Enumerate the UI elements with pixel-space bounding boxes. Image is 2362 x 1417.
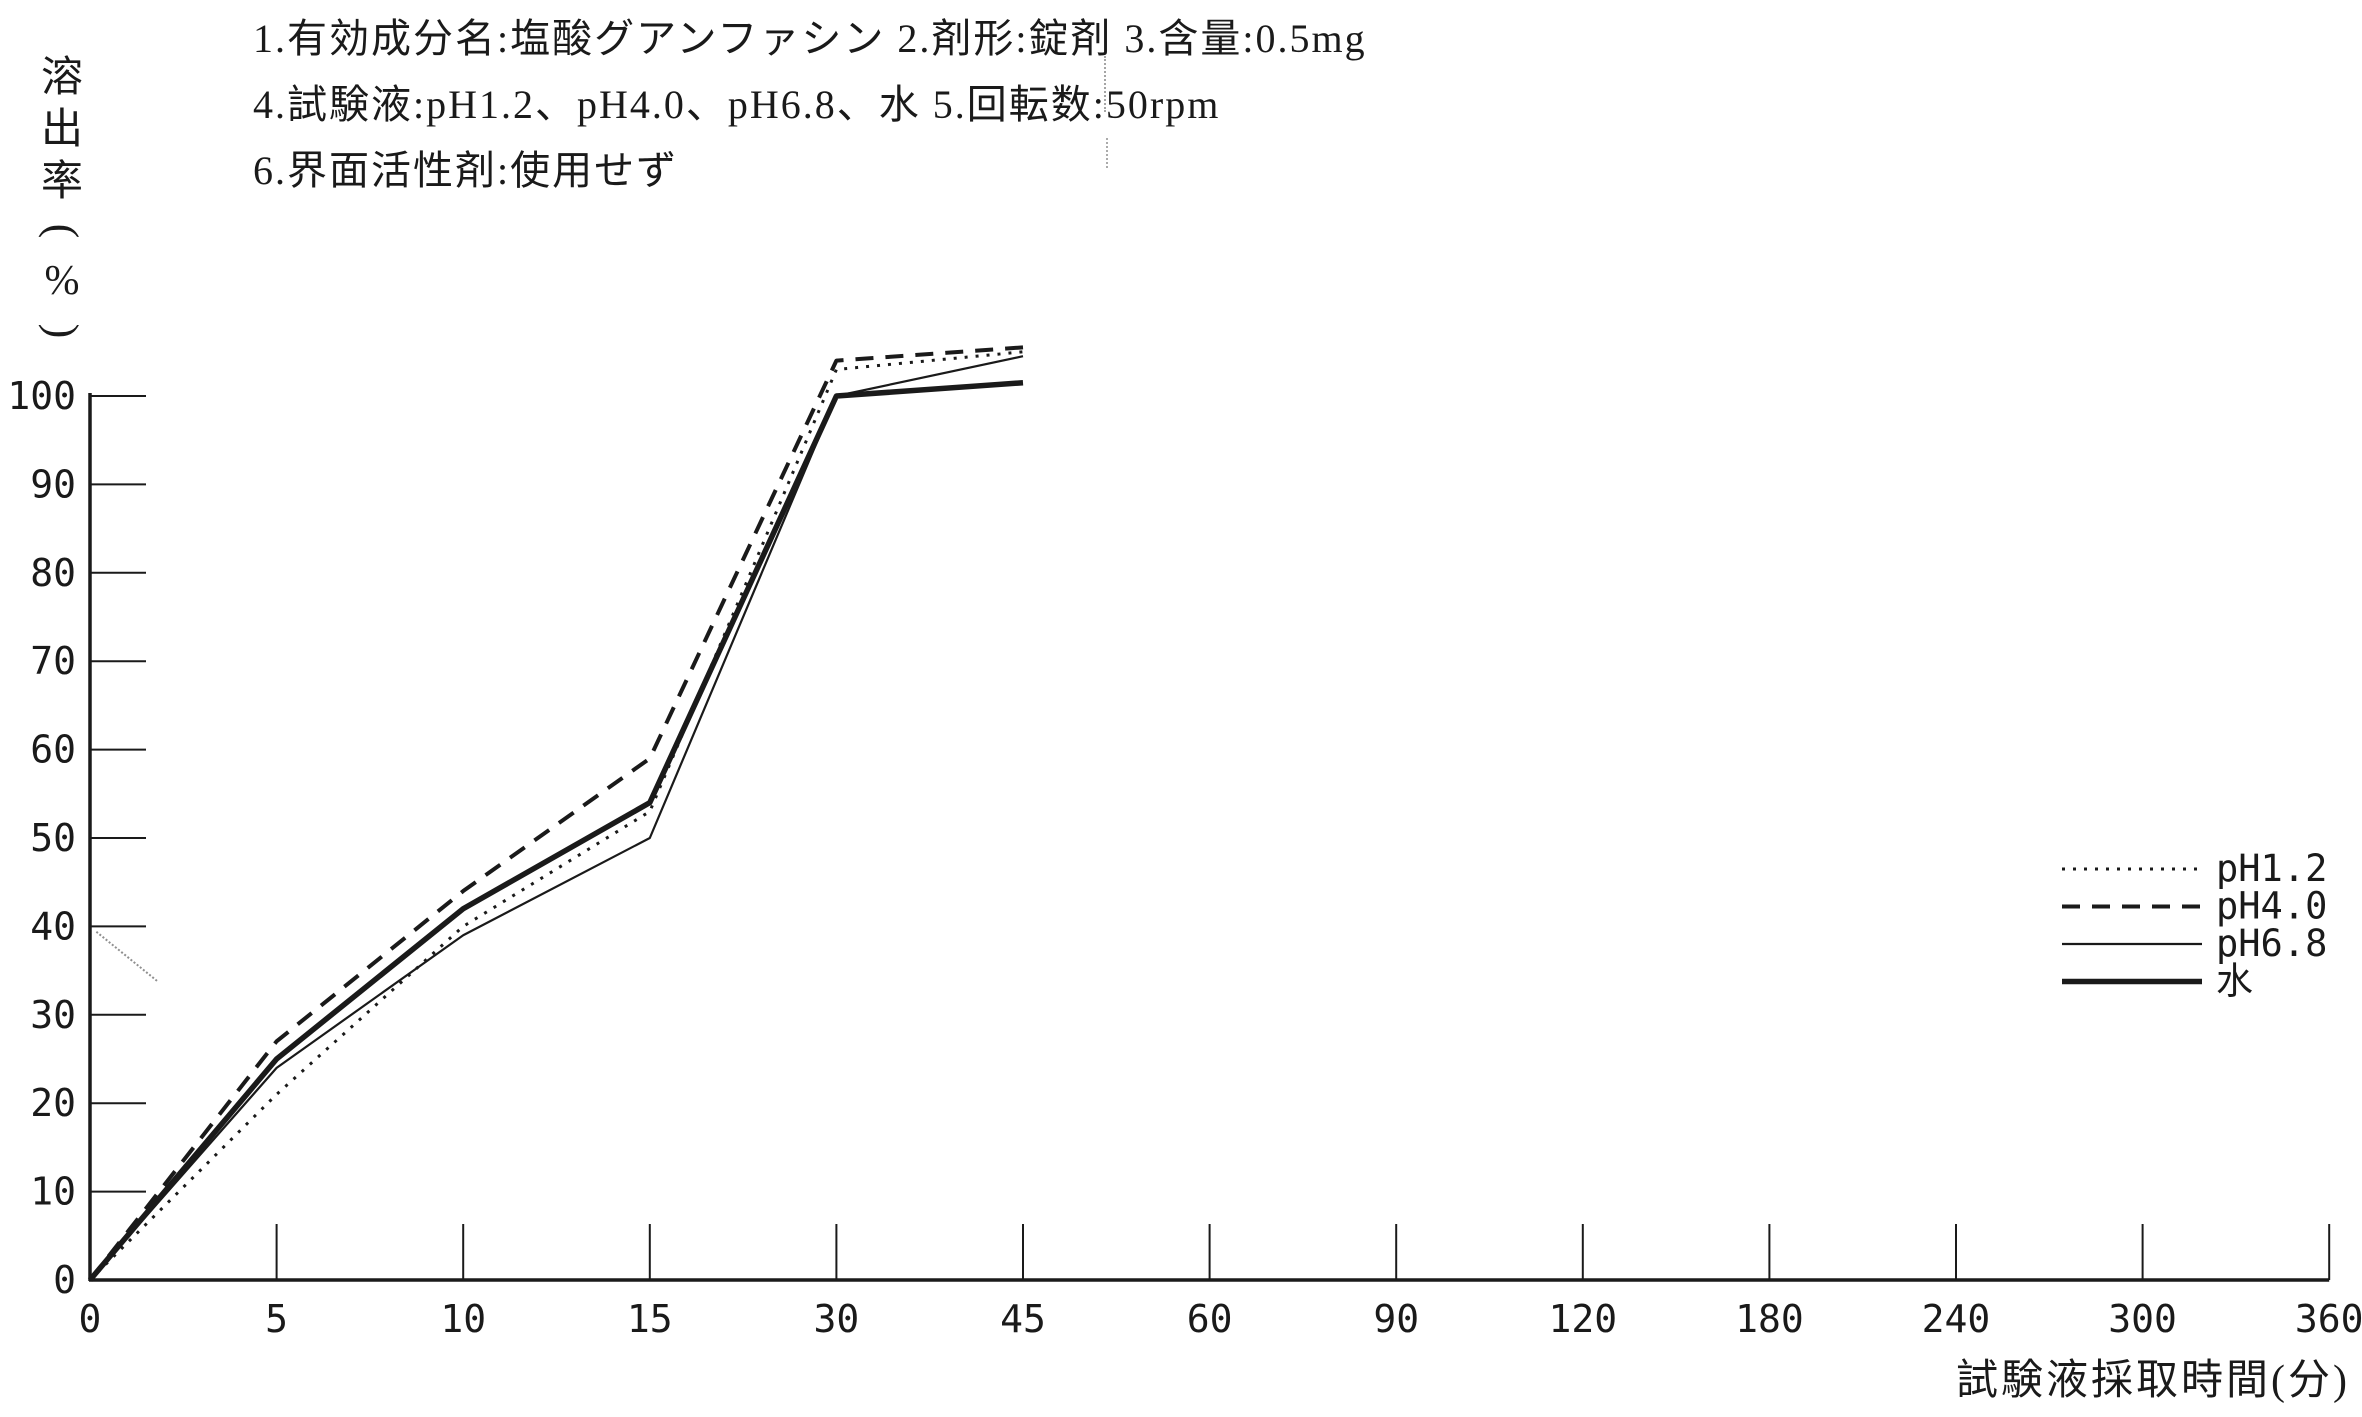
series-line-pH4.0	[88, 345, 1024, 1282]
x-tick-label: 0	[79, 1297, 102, 1341]
y-axis-title-char: 溶	[40, 55, 83, 101]
x-tick-label: 240	[1922, 1297, 1991, 1341]
y-tick-label: 0	[53, 1258, 76, 1302]
y-tick-label: 50	[30, 816, 76, 860]
series-line-pH1.2	[88, 350, 1024, 1282]
x-tick-label: 15	[627, 1297, 673, 1341]
y-tick-label: 60	[30, 728, 76, 772]
header-line-3: 6.界面活性剤:使用せず	[253, 148, 679, 193]
x-axis-title: 試験液採取時間(分)	[1956, 1358, 2350, 1404]
x-tick-label: 90	[1373, 1297, 1419, 1341]
x-tick-label: 5	[265, 1297, 288, 1341]
y-tick-label: 20	[30, 1081, 76, 1125]
y-axis-title-char: 率	[40, 159, 83, 205]
y-tick-label: 90	[30, 462, 76, 506]
header-line-1: 1.有効成分名:塩酸グアンファシン 2.剤形:錠剤 3.含量:0.5mg	[253, 16, 1367, 61]
y-axis-title-char: 出	[40, 107, 83, 153]
legend-label-水: 水	[2216, 960, 2253, 1003]
legend-label-pH1.2: pH1.2	[2216, 847, 2327, 890]
x-tick-label: 180	[1735, 1297, 1804, 1341]
x-tick-label: 120	[1548, 1297, 1617, 1341]
x-tick-label: 60	[1187, 1297, 1233, 1341]
x-tick-label: 10	[440, 1297, 486, 1341]
x-tick-label: 45	[1000, 1297, 1046, 1341]
y-tick-label: 70	[30, 639, 76, 683]
legend-label-pH4.0: pH4.0	[2216, 885, 2327, 928]
y-tick-label: 40	[30, 904, 76, 948]
y-tick-label: 10	[30, 1170, 76, 1214]
x-tick-label: 300	[2108, 1297, 2177, 1341]
y-tick-label: 80	[30, 551, 76, 595]
x-tick-label: 360	[2295, 1297, 2362, 1341]
y-axis-title: 溶 出 率 ( % )	[34, 52, 90, 354]
legend-label-pH6.8: pH6.8	[2216, 922, 2327, 965]
y-tick-label: 30	[30, 993, 76, 1037]
y-axis-title-percent: %	[44, 258, 80, 304]
series-line-pH6.8	[89, 355, 1024, 1281]
y-tick-label: 100	[7, 374, 76, 418]
x-tick-label: 30	[814, 1297, 860, 1341]
test-conditions-header: 1.有効成分名:塩酸グアンファシン 2.剤形:錠剤 3.含量:0.5mg 4.試…	[253, 6, 1367, 204]
series-line-水	[87, 379, 1024, 1282]
header-line-2: 4.試験液:pH1.2、pH4.0、pH6.8、水 5.回転数:50rpm	[253, 82, 1221, 127]
